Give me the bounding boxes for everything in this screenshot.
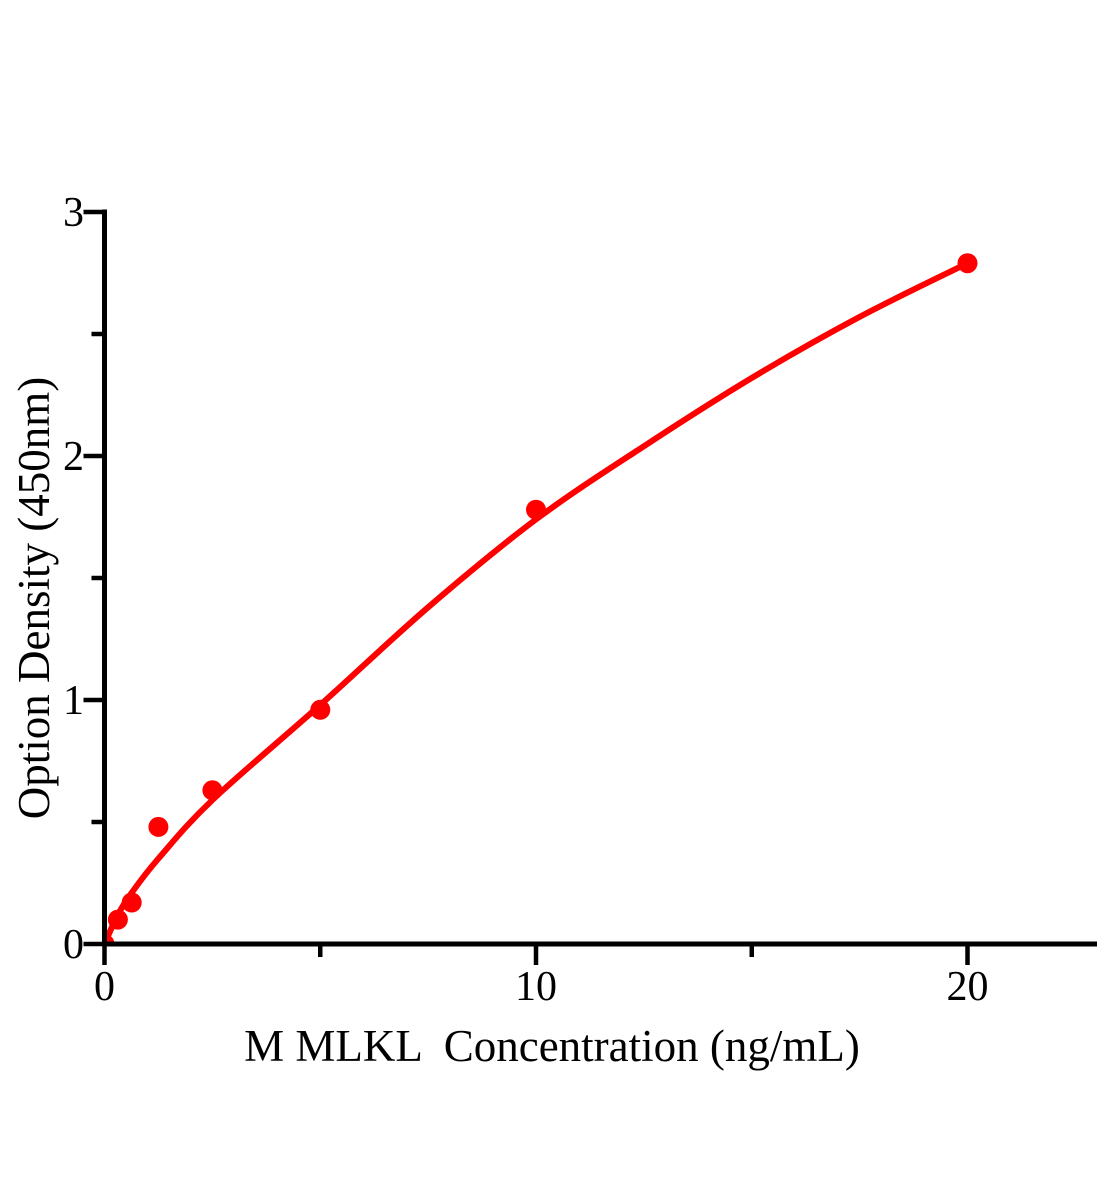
data-point: [957, 253, 978, 274]
x-axis-title: M MLKL Concentration (ng/mL): [244, 1021, 860, 1071]
data-point: [310, 699, 331, 720]
x-tick-label: 10: [515, 964, 557, 1010]
axes-group: [102, 209, 1097, 947]
series-group: [104, 253, 978, 944]
data-point: [526, 499, 546, 520]
data-point: [121, 892, 142, 913]
y-tick-label: 1: [63, 678, 84, 724]
x-tick-label: 0: [94, 964, 115, 1010]
ticks-group: [83, 209, 970, 965]
tick-labels-group: 0 10 20 0 1 2 3: [63, 190, 989, 1010]
y-tick-label: 0: [63, 922, 84, 968]
data-point: [202, 780, 223, 801]
y-tick-label: 3: [63, 190, 84, 236]
y-axis-title: Option Density (450nm): [9, 376, 59, 820]
fit-curve: [104, 260, 971, 944]
data-point: [107, 909, 128, 930]
x-tick-label: 20: [947, 964, 989, 1010]
y-tick-label: 2: [63, 434, 84, 480]
data-point: [148, 816, 169, 837]
